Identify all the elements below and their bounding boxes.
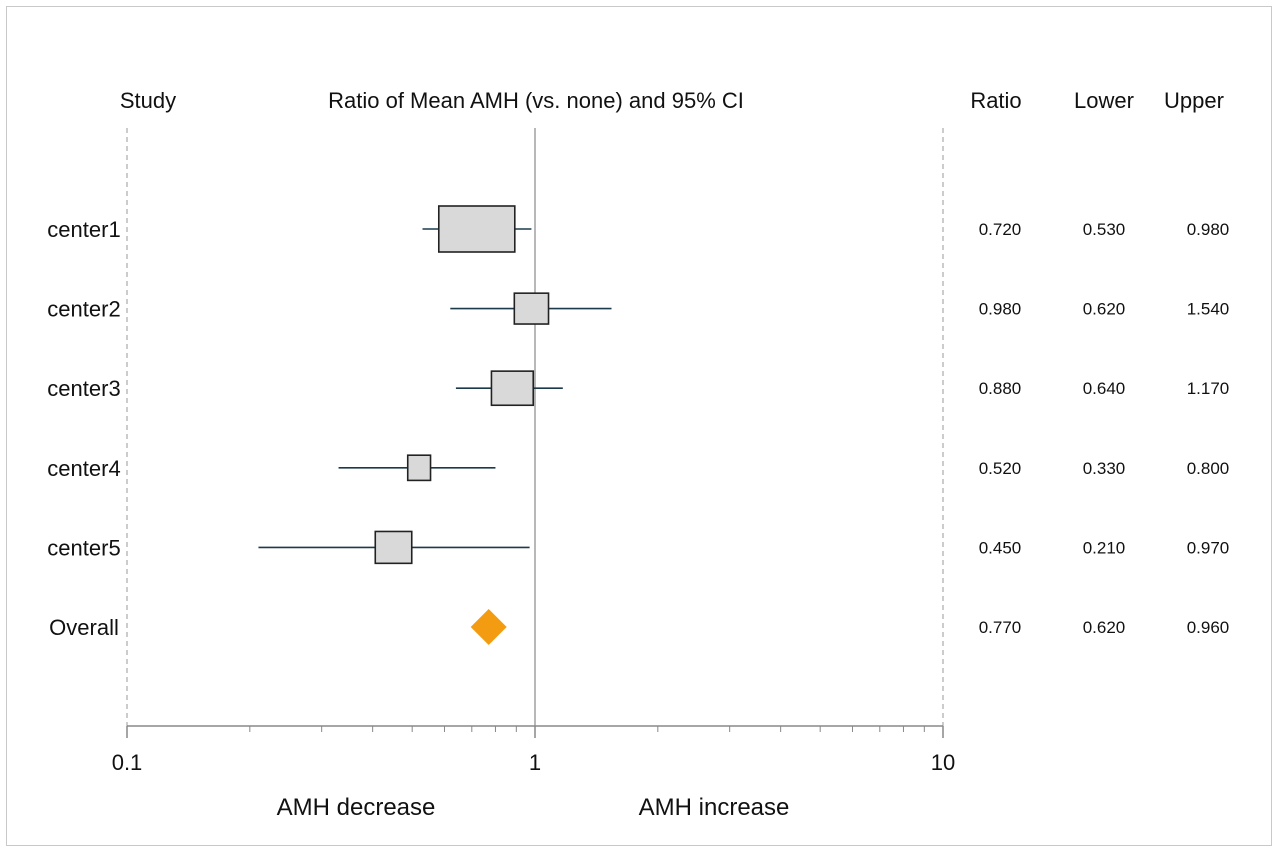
lower-header: Lower xyxy=(1074,88,1134,113)
study-row: center5 0.450 0.210 0.970 xyxy=(47,530,1230,565)
upper-header: Upper xyxy=(1164,88,1224,113)
estimate-box xyxy=(406,454,432,482)
study-rows: center1 0.720 0.530 0.980 center2 0.980 0.620 1… xyxy=(47,205,1230,645)
ratio-value: 0.720 xyxy=(979,220,1022,239)
overall-lower-value: 0.620 xyxy=(1083,618,1126,637)
upper-value: 0.970 xyxy=(1187,538,1230,557)
x-tick-label: 1 xyxy=(529,750,541,775)
study-label: center4 xyxy=(47,456,120,481)
overall-ratio-value: 0.770 xyxy=(979,618,1022,637)
estimate-box xyxy=(374,530,413,565)
lower-value: 0.330 xyxy=(1083,459,1126,478)
overall-diamond xyxy=(470,609,507,645)
x-axis: 0.1 1 10 xyxy=(112,725,955,775)
ratio-value: 0.880 xyxy=(979,379,1022,398)
ratio-header: Ratio xyxy=(970,88,1021,113)
overall-row: Overall 0.770 0.620 0.960 xyxy=(49,609,1229,645)
x-tick-label: 10 xyxy=(931,750,955,775)
study-header: Study xyxy=(120,88,176,113)
overall-upper-value: 0.960 xyxy=(1187,618,1230,637)
study-row: center1 0.720 0.530 0.980 xyxy=(47,205,1230,253)
lower-value: 0.530 xyxy=(1083,220,1126,239)
lower-value: 0.620 xyxy=(1083,300,1126,319)
amh-increase-label: AMH increase xyxy=(639,794,790,821)
upper-value: 0.800 xyxy=(1187,459,1230,478)
study-label: center1 xyxy=(47,217,120,242)
upper-value: 1.170 xyxy=(1187,379,1230,398)
upper-value: 0.980 xyxy=(1187,220,1230,239)
lower-value: 0.640 xyxy=(1083,379,1126,398)
study-label: center3 xyxy=(47,376,120,401)
lower-value: 0.210 xyxy=(1083,538,1126,557)
chart-frame xyxy=(6,6,1272,846)
study-row: center4 0.520 0.330 0.800 xyxy=(47,454,1230,482)
amh-decrease-label: AMH decrease xyxy=(277,794,436,821)
estimate-box xyxy=(513,292,550,325)
study-label: center2 xyxy=(47,297,120,322)
study-label: center5 xyxy=(47,535,120,560)
overall-label: Overall xyxy=(49,615,119,640)
estimate-box xyxy=(437,205,516,253)
ratio-value: 0.980 xyxy=(979,300,1022,319)
x-tick-label: 0.1 xyxy=(112,750,143,775)
upper-value: 1.540 xyxy=(1187,300,1230,319)
study-row: center2 0.980 0.620 1.540 xyxy=(47,292,1230,325)
ratio-value: 0.520 xyxy=(979,459,1022,478)
study-row: center3 0.880 0.640 1.170 xyxy=(47,370,1230,407)
ratio-value: 0.450 xyxy=(979,538,1022,557)
plot-title: Ratio of Mean AMH (vs. none) and 95% CI xyxy=(328,88,744,113)
estimate-box xyxy=(490,370,535,407)
